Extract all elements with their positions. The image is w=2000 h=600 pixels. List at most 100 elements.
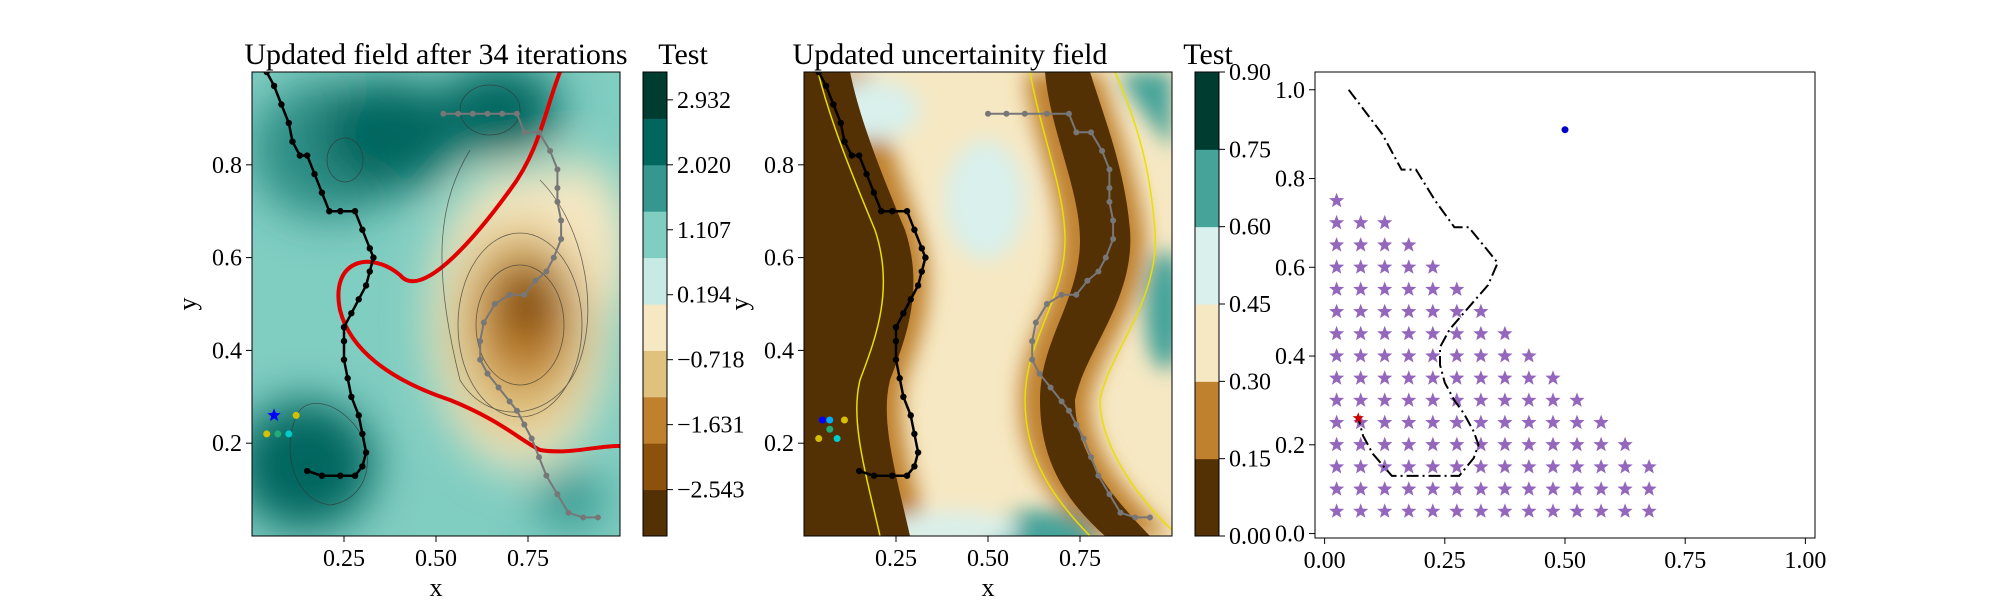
y-tick-label: 0.4 [212,338,242,364]
grey-path-point [1088,454,1095,461]
path-point [366,268,373,275]
candidate-star [1401,281,1417,296]
candidate-star [1329,503,1345,518]
field-contour-area [252,72,620,536]
path-point [278,101,285,108]
candidate-star [1593,481,1609,496]
y-tick-label: 0.8 [1275,167,1305,193]
candidate-star [1353,392,1369,407]
y-tick-label: 1.0 [1275,78,1305,104]
y-tick-label: 0.0 [1275,522,1305,548]
candidate-star [1617,503,1633,518]
marker-point [815,435,823,443]
colorbar-tick-label: 0.45 [1229,292,1271,318]
candidate-star [1449,281,1465,296]
candidate-star [1641,503,1657,518]
candidate-star [1425,503,1441,518]
grey-path-point [547,147,554,154]
colorbar-tick-label: 0.15 [1229,447,1271,473]
path-point [889,472,896,479]
path-point [340,324,348,331]
marker-point [292,411,300,419]
path-point [311,170,318,178]
grey-path-point [506,398,513,405]
panel-field: Updated field after 34 iterations [173,38,745,600]
candidate-star [1401,392,1417,407]
red-point [1352,412,1364,423]
colorbar-band [1195,226,1219,305]
candidate-star [1473,325,1489,341]
candidate-star [1521,348,1537,363]
candidate-star [1401,370,1417,385]
grey-path-point [513,407,520,414]
path-point [903,208,911,215]
candidate-star [1353,237,1369,252]
y-tick-label: 0.6 [764,246,794,272]
candidate-star [1401,459,1417,474]
path-point [337,472,344,479]
grey-path-point [1084,277,1091,284]
x-tick-label: 0.25 [1424,548,1466,574]
path-point [318,472,326,479]
path-point [914,282,922,289]
candidate-star [1353,259,1369,274]
marker-point [818,416,826,424]
grey-path-point [477,356,484,363]
path-point [355,412,362,419]
grey-path-point [469,110,476,117]
y-tick-label: 0.6 [212,246,242,272]
candidate-star [1353,325,1369,341]
candidate-star [1617,459,1633,474]
grey-path-point [1106,185,1113,191]
candidate-star [1353,370,1369,385]
grey-path-point [1043,110,1050,117]
path-point [304,467,311,475]
path-point [815,72,822,76]
candidate-star [1353,281,1369,296]
candidate-star [1329,214,1345,230]
candidate-star [1377,325,1393,341]
field-title: Updated field after 34 iterations [244,38,627,71]
candidate-star [1473,370,1489,385]
path-point [907,296,914,303]
grey-path-point [1036,370,1043,377]
colorbar-tick-label: −0.718 [677,348,745,374]
candidate-star [1521,481,1537,496]
candidate-star [1473,503,1489,518]
grey-path-point [1029,338,1036,345]
candidate-star [1449,414,1465,430]
candidate-star [1641,481,1657,496]
candidate-star [1329,325,1345,341]
path-point [892,324,900,331]
candidate-star [1497,392,1513,407]
colorbar-band [643,257,667,305]
colorbar-band [643,72,667,119]
candidate-star [1353,436,1369,452]
path-point [362,449,370,456]
candidate-star [1329,348,1345,363]
grey-path-point [550,254,557,261]
candidate-star [1353,214,1369,230]
grey-path-point [543,268,550,275]
grey-path-point [1106,198,1113,205]
candidate-star [1593,414,1609,430]
candidate-star [1425,348,1441,363]
candidate-star [1497,481,1513,496]
y-tick-label: 0.2 [764,431,794,457]
candidate-star [1377,392,1393,407]
grey-path-point [536,129,543,136]
candidate-star [1353,459,1369,474]
colorbar-band [1195,381,1219,460]
path-point [304,152,311,159]
candidate-star [1521,436,1537,452]
path-point [903,472,911,479]
candidate-star [1401,237,1417,252]
candidate-star [1473,459,1489,474]
colorbar-tick-label: 0.194 [677,283,731,309]
candidate-star [1497,348,1513,363]
candidate-star [1449,392,1465,407]
grey-path-point [1146,514,1153,521]
y-tick-label: 0.6 [1275,255,1305,281]
grey-path-point [532,277,539,284]
candidate-star [1569,481,1585,496]
